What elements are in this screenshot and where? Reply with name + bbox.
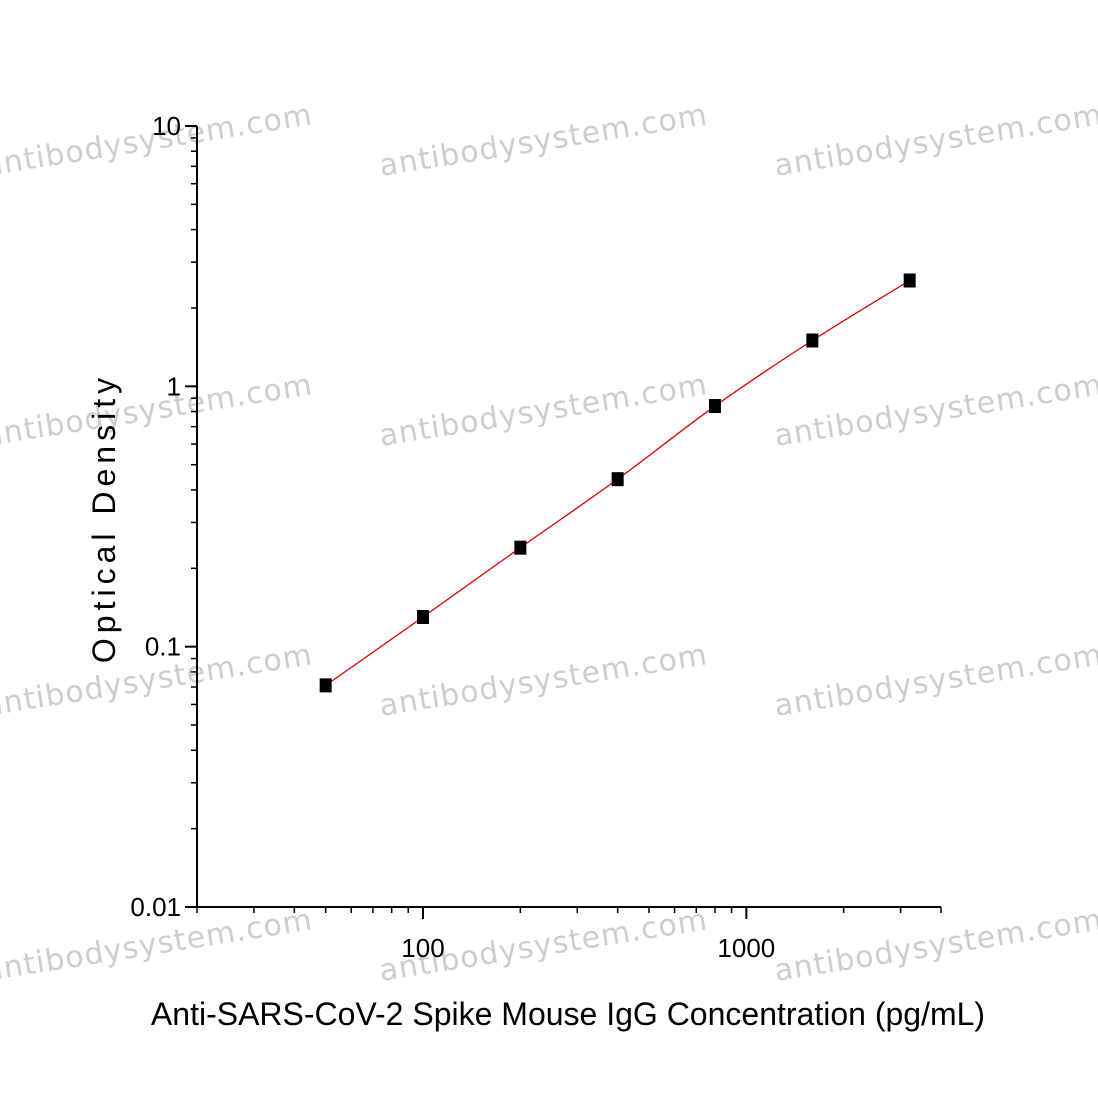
- watermark-text: antibodysystem.com: [772, 97, 1098, 183]
- axes: [185, 125, 942, 919]
- data-point: [319, 678, 332, 693]
- watermark-text: antibodysystem.com: [772, 637, 1098, 723]
- y-tick-label: 0.01: [130, 892, 181, 922]
- data-point: [806, 333, 819, 348]
- y-tick-label: 10: [152, 111, 181, 141]
- watermark-text: antibodysystem.com: [377, 637, 710, 723]
- data-points-layer: [319, 273, 916, 693]
- watermark-text: antibodysystem.com: [377, 367, 710, 453]
- watermark-text: antibodysystem.com: [377, 97, 710, 183]
- x-tick-label: 1000: [717, 933, 775, 963]
- tick-labels-layer: 0.01 0.1 1 10 100 1000: [130, 111, 775, 963]
- data-point: [417, 610, 430, 625]
- y-axis-title: Optical Density: [86, 373, 122, 663]
- data-point: [611, 472, 624, 487]
- y-tick-label: 0.1: [145, 632, 181, 662]
- watermark-text: antibodysystem.com: [772, 367, 1098, 453]
- data-point: [514, 540, 527, 555]
- y-tick-label: 1: [167, 371, 181, 401]
- x-tick-label: 100: [401, 933, 444, 963]
- watermark-text: antibodysystem.com: [772, 902, 1098, 988]
- data-point: [708, 399, 721, 414]
- data-point: [903, 273, 916, 288]
- watermark-text: antibodysystem.com: [0, 367, 315, 453]
- x-axis-title: Anti-SARS-CoV-2 Spike Mouse IgG Concentr…: [151, 996, 985, 1032]
- watermark-layer: antibodysystem.com antibodysystem.com anti…: [0, 97, 1098, 988]
